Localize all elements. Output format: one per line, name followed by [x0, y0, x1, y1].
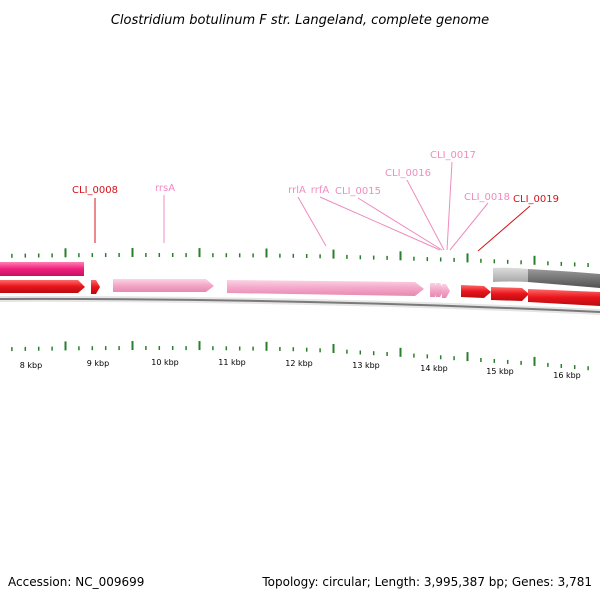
forward-strand-track	[0, 262, 600, 288]
gene-track	[0, 279, 600, 306]
leader-rrfA	[319, 196, 441, 251]
gene-cli-0018[interactable]	[461, 285, 491, 298]
label-rrlA[interactable]: rrlA	[288, 185, 306, 196]
leader-cli-0015	[357, 197, 443, 251]
genome-summary-text: Topology: circular; Length: 3,995,387 bp…	[261, 575, 592, 589]
leader-cli-0018	[449, 202, 489, 251]
accession-text: Accession: NC_009699	[8, 575, 144, 589]
kbp-label: 9 kbp	[87, 359, 109, 368]
gene-red-last[interactable]	[528, 289, 600, 306]
leader-cli-0017	[446, 161, 453, 251]
leader-rrlA	[297, 196, 327, 247]
kbp-label: 8 kbp	[20, 361, 42, 370]
label-cli-0008[interactable]: CLI_0008	[72, 185, 118, 196]
map-title: Clostridium botulinum F str. Langeland, …	[111, 13, 489, 28]
label-rrsA[interactable]: rrsA	[155, 183, 175, 194]
label-cli-0016[interactable]: CLI_0016	[385, 168, 431, 179]
kbp-scale-labels: 8 kbp 9 kbp 10 kbp 11 kbp 12 kbp 13 kbp …	[20, 358, 581, 380]
gene-labels: CLI_0008 rrsA rrlA rrfA CLI_0015 CLI_001…	[72, 150, 559, 205]
gene-rrlA[interactable]	[227, 280, 424, 296]
gene-cli-0016[interactable]	[442, 284, 450, 298]
leader-cli-0019	[477, 205, 531, 252]
gene-red-1[interactable]	[0, 280, 85, 293]
leader-cli-0016	[406, 179, 445, 251]
feature-gc-dark	[528, 269, 600, 288]
kbp-label: 15 kbp	[486, 367, 514, 376]
kbp-label: 13 kbp	[352, 361, 380, 370]
label-cli-0019[interactable]: CLI_0019	[513, 194, 559, 205]
label-leader-lines	[94, 161, 531, 252]
gene-cli-0008[interactable]	[91, 280, 100, 294]
genome-backbone-line	[0, 297, 600, 313]
label-cli-0015[interactable]: CLI_0015	[335, 186, 381, 197]
label-cli-0018[interactable]: CLI_0018	[464, 192, 510, 203]
gene-rrsA[interactable]	[113, 279, 214, 292]
lower-tick-row	[11, 341, 589, 371]
upper-tick-row	[11, 248, 589, 267]
kbp-label: 12 kbp	[285, 359, 313, 368]
gene-cli-0019[interactable]	[491, 287, 529, 301]
feature-magenta-gene[interactable]	[0, 262, 84, 276]
kbp-label: 14 kbp	[420, 364, 448, 373]
kbp-label: 10 kbp	[151, 358, 179, 367]
kbp-label: 16 kbp	[553, 371, 581, 380]
feature-gc-light	[493, 267, 528, 282]
label-rrfA[interactable]: rrfA	[311, 185, 330, 196]
label-cli-0017[interactable]: CLI_0017	[430, 150, 476, 161]
kbp-label: 11 kbp	[218, 358, 246, 367]
